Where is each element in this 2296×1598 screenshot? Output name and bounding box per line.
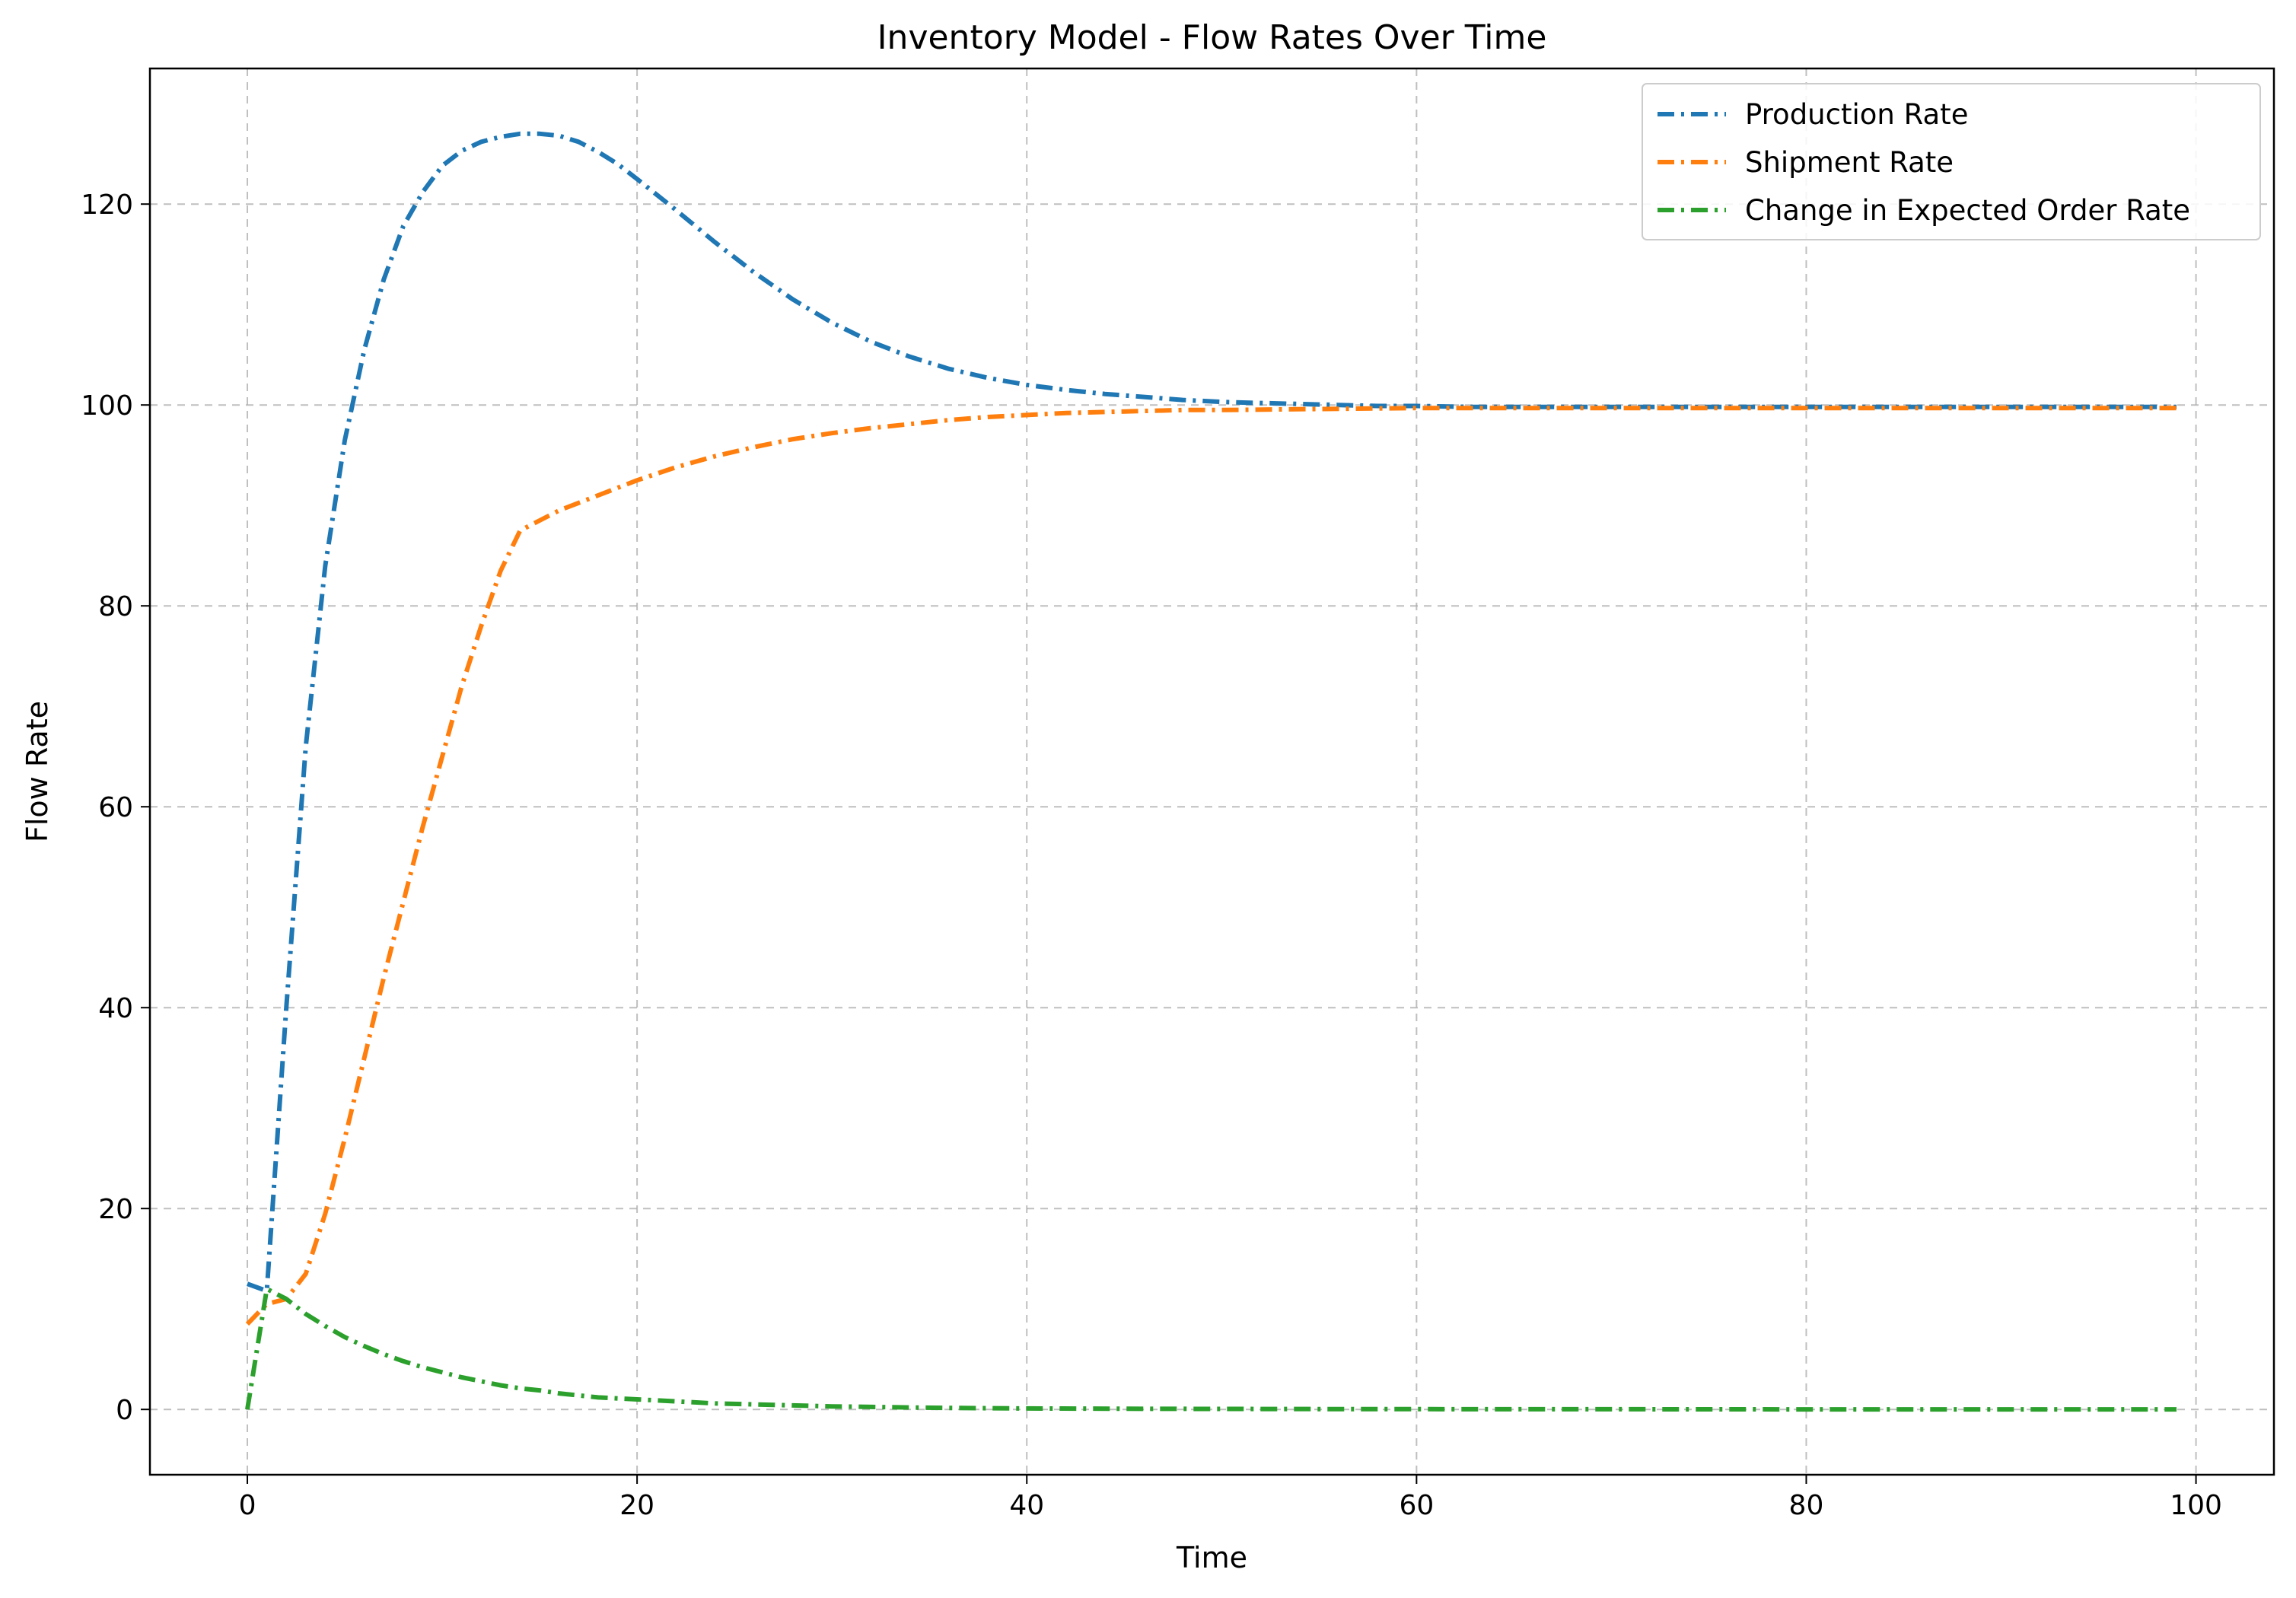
x-tick-label: 100: [2170, 1490, 2222, 1521]
y-axis-label: Flow Rate: [21, 701, 54, 842]
y-tick-label: 0: [116, 1395, 133, 1426]
legend: Production Rate Shipment Rate Change in …: [1642, 83, 2261, 240]
y-tick-label: 80: [98, 591, 133, 622]
x-axis-ticks: 0 20 40 60 80 100: [239, 1475, 2222, 1521]
x-tick-label: 80: [1789, 1490, 1824, 1521]
y-tick-label: 20: [98, 1194, 133, 1225]
series-line-change-in-expected-order-rate: [245, 1286, 2177, 1412]
y-tick-label: 40: [98, 993, 133, 1024]
x-tick-label: 0: [239, 1490, 256, 1521]
chart-title: Inventory Model - Flow Rates Over Time: [877, 18, 1547, 57]
legend-label-production-rate: Production Rate: [1745, 98, 1968, 131]
y-tick-label: 100: [81, 390, 133, 422]
plot-frame: [148, 67, 2275, 1476]
x-tick-label: 40: [1009, 1490, 1044, 1521]
x-tick-label: 20: [619, 1490, 654, 1521]
legend-label-shipment-rate: Shipment Rate: [1745, 146, 1954, 179]
y-tick-label: 120: [81, 189, 133, 221]
legend-box: [1642, 83, 2261, 240]
x-tick-label: 60: [1399, 1490, 1434, 1521]
y-axis-ticks: 0 20 40 60 80 100 120: [81, 189, 150, 1426]
legend-label-change-in-expected-order-rate: Change in Expected Order Rate: [1745, 194, 2190, 227]
x-axis-label: Time: [1176, 1541, 1247, 1574]
y-tick-label: 60: [98, 792, 133, 823]
series-line-shipment-rate: [245, 406, 2177, 1326]
series-lines: [245, 131, 2177, 1412]
